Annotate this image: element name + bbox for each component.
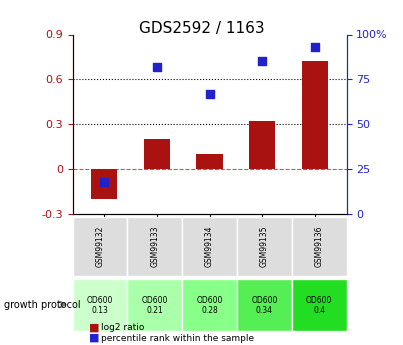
Text: OD600
0.28: OD600 0.28 <box>196 296 223 315</box>
Text: OD600
0.34: OD600 0.34 <box>251 296 278 315</box>
Text: GSM99133: GSM99133 <box>150 226 159 267</box>
Text: OD600
0.4: OD600 0.4 <box>306 296 332 315</box>
Bar <box>196 154 223 169</box>
Bar <box>249 121 275 169</box>
Text: GSM99135: GSM99135 <box>260 226 269 267</box>
Text: GSM99134: GSM99134 <box>205 226 214 267</box>
Text: log2 ratio: log2 ratio <box>101 323 144 332</box>
Bar <box>302 61 328 169</box>
Text: ■: ■ <box>89 323 99 333</box>
Point <box>154 64 160 70</box>
Text: OD600
0.13: OD600 0.13 <box>87 296 113 315</box>
Text: growth protocol: growth protocol <box>4 300 81 310</box>
Bar <box>144 139 170 169</box>
Point <box>259 59 266 64</box>
Text: GSM99136: GSM99136 <box>315 226 324 267</box>
Text: percentile rank within the sample: percentile rank within the sample <box>101 334 254 343</box>
Point <box>101 179 107 184</box>
Point <box>206 91 213 97</box>
Text: GDS2592 / 1163: GDS2592 / 1163 <box>139 21 264 36</box>
Bar <box>91 169 117 199</box>
Text: OD600
0.21: OD600 0.21 <box>141 296 168 315</box>
Text: ■: ■ <box>89 333 99 343</box>
Text: GSM99132: GSM99132 <box>96 226 104 267</box>
Point <box>312 44 318 50</box>
